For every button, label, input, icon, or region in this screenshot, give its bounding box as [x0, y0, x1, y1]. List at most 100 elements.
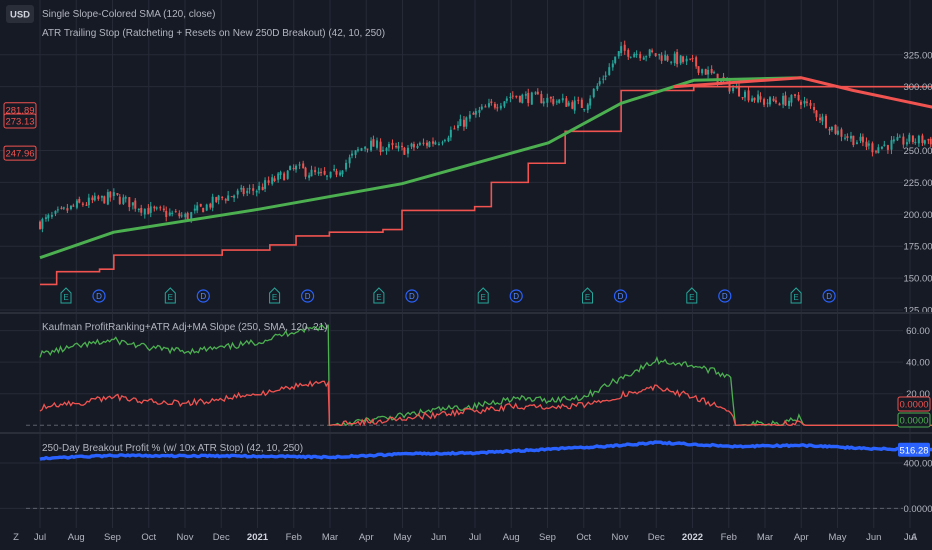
- atr-trailing-stop-line[interactable]: [40, 85, 932, 286]
- kaufman-green-line[interactable]: [39, 324, 932, 427]
- candle-body: [536, 91, 539, 95]
- currency-button[interactable]: USD: [10, 10, 30, 21]
- candle-body: [385, 148, 388, 151]
- earnings-marker-icon[interactable]: [790, 287, 802, 304]
- earnings-marker-icon[interactable]: [582, 287, 593, 304]
- x-tick-label: Jul: [904, 532, 916, 543]
- candle-body: [499, 105, 502, 109]
- kaufman-badge-text: 0.0000: [899, 400, 928, 411]
- candle-body: [62, 207, 65, 209]
- candle-body: [546, 97, 549, 103]
- pane-dividers[interactable]: [0, 312, 932, 434]
- breakout-tick-label: 400.00: [903, 458, 932, 469]
- candle-body: [360, 148, 363, 151]
- x-tick-label: Sep: [539, 532, 556, 543]
- candle-body: [598, 81, 601, 85]
- candle-body: [664, 54, 667, 61]
- candle-body: [412, 144, 415, 148]
- candle-body: [772, 98, 775, 101]
- candle-body: [474, 111, 477, 115]
- candle-body: [295, 165, 298, 170]
- candle-body: [589, 98, 592, 106]
- candle-body: [496, 107, 499, 109]
- candle-body: [387, 144, 390, 148]
- candles[interactable]: [39, 40, 932, 233]
- candle-body: [215, 197, 218, 202]
- dividend-marker-icon[interactable]: [509, 289, 523, 303]
- currency-button-bg[interactable]: [6, 5, 34, 23]
- candle-body: [849, 135, 852, 139]
- auto-scale-label[interactable]: A: [911, 532, 918, 543]
- earnings-marker-icon[interactable]: [477, 287, 489, 304]
- candle-body: [583, 109, 586, 111]
- sma-120-declining-line[interactable]: [673, 76, 932, 110]
- candle-body: [395, 146, 398, 148]
- candle-body: [713, 72, 716, 74]
- candle-body: [676, 52, 679, 65]
- candle-body: [240, 187, 243, 190]
- candle-body: [639, 54, 642, 59]
- dividend-marker-icon[interactable]: [822, 289, 836, 303]
- price-badge-text: 281.89: [5, 105, 34, 116]
- candle-body: [391, 142, 394, 146]
- candle-body: [567, 102, 570, 106]
- x-tick-label: 2022: [682, 532, 703, 543]
- candle-body: [861, 136, 864, 143]
- candle-body: [511, 95, 514, 97]
- candle-body: [426, 142, 429, 146]
- candle-body: [401, 145, 404, 147]
- earnings-marker-icon[interactable]: [164, 287, 176, 304]
- candle-body: [747, 90, 750, 101]
- candle-body: [381, 150, 384, 152]
- candle-body: [155, 207, 158, 209]
- candle-body: [434, 142, 437, 145]
- dividend-marker-icon[interactable]: [301, 289, 315, 303]
- price-tick-label: 225.00: [903, 178, 932, 189]
- x-tick-label: Aug: [68, 532, 85, 543]
- dividend-marker-icon[interactable]: [613, 289, 628, 303]
- candle-body: [193, 208, 196, 211]
- candle-body: [97, 196, 100, 200]
- dividend-marker-icon[interactable]: [196, 289, 210, 303]
- earnings-marker-icon[interactable]: [60, 287, 72, 304]
- candle-body: [456, 125, 459, 129]
- dividend-marker-icon[interactable]: [718, 289, 732, 303]
- earnings-marker-icon[interactable]: [269, 287, 281, 304]
- kaufman-pane[interactable]: [26, 324, 932, 427]
- earnings-marker-label: E: [585, 293, 590, 302]
- dividend-marker-icon[interactable]: [92, 289, 106, 303]
- candle-body: [623, 44, 626, 51]
- earnings-marker-icon[interactable]: [373, 287, 385, 304]
- breakout-profit-line[interactable]: [39, 440, 932, 461]
- candle-body: [552, 99, 555, 105]
- candle-body: [354, 150, 357, 155]
- candle-body: [329, 171, 332, 178]
- timezone-corner-label[interactable]: Z: [13, 532, 19, 543]
- candle-body: [534, 92, 537, 94]
- sma-120-rising-line[interactable]: [39, 76, 802, 260]
- sma-indicator-title[interactable]: Single Slope-Colored SMA (120, close): [42, 9, 215, 20]
- x-tick-label: Feb: [721, 532, 737, 543]
- candle-body: [437, 143, 440, 145]
- candle-body: [137, 209, 140, 211]
- candle-body: [565, 98, 568, 107]
- x-tick-label: May: [829, 532, 847, 543]
- kaufman-indicator-title[interactable]: Kaufman ProfitRanking+ATR Adj+MA Slope (…: [42, 322, 328, 333]
- breakout-profit-pane[interactable]: [26, 440, 932, 509]
- candle-body: [186, 212, 189, 220]
- candle-body: [883, 144, 886, 146]
- earnings-marker-icon[interactable]: [686, 287, 698, 304]
- candle-body: [465, 117, 468, 127]
- kaufman-red-line[interactable]: [39, 380, 932, 427]
- breakout-indicator-title[interactable]: 250-Day Breakout Profit % (w/ 10x ATR St…: [42, 443, 303, 454]
- candle-body: [908, 134, 911, 142]
- candle-body: [558, 99, 561, 103]
- atr-stop-indicator-title[interactable]: ATR Trailing Stop (Ratcheting + Resets o…: [42, 28, 385, 39]
- candle-body: [416, 145, 419, 148]
- candle-body: [91, 197, 94, 201]
- dividend-marker-icon[interactable]: [405, 289, 419, 303]
- candle-body: [103, 196, 106, 204]
